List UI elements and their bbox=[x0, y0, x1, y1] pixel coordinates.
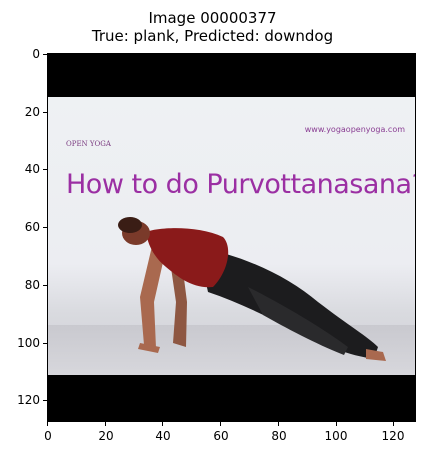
x-tick-20 bbox=[105, 422, 106, 426]
y-tick-label: 0 bbox=[32, 47, 40, 61]
x-tick-60 bbox=[220, 422, 221, 426]
y-tick-label: 40 bbox=[24, 162, 40, 176]
figure-subtitle: True: plank, Predicted: downdog bbox=[91, 27, 334, 45]
x-tick-label: 40 bbox=[155, 429, 171, 443]
y-tick-80 bbox=[43, 285, 47, 286]
image-axes: OPEN YOGA www.yogaopenyoga.com How to do… bbox=[47, 53, 416, 422]
x-tick-label: 60 bbox=[213, 429, 229, 443]
y-tick-60 bbox=[43, 227, 47, 228]
torso bbox=[146, 228, 229, 288]
y-tick-40 bbox=[43, 169, 47, 170]
x-tick-120 bbox=[393, 422, 394, 426]
website-url: www.yogaopenyoga.com bbox=[304, 125, 405, 134]
x-tick-40 bbox=[162, 422, 163, 426]
y-tick-label: 20 bbox=[24, 105, 40, 119]
yoga-logo: OPEN YOGA bbox=[66, 140, 111, 148]
x-tick-0 bbox=[47, 422, 48, 426]
left-arm bbox=[140, 242, 166, 348]
photo-area: OPEN YOGA www.yogaopenyoga.com How to do… bbox=[48, 97, 416, 375]
feet bbox=[366, 349, 386, 361]
person-figure bbox=[118, 217, 386, 361]
image-frame: OPEN YOGA www.yogaopenyoga.com How to do… bbox=[48, 54, 416, 421]
x-tick-label: 0 bbox=[44, 429, 52, 443]
figure-title: Image 00000377 bbox=[148, 9, 277, 27]
y-tick-label: 120 bbox=[17, 393, 40, 407]
y-tick-label: 100 bbox=[17, 336, 40, 350]
y-tick-120 bbox=[43, 400, 47, 401]
y-tick-100 bbox=[43, 343, 47, 344]
y-tick-20 bbox=[43, 112, 47, 113]
x-tick-label: 100 bbox=[324, 429, 348, 443]
x-tick-80 bbox=[278, 422, 279, 426]
hands bbox=[138, 343, 160, 353]
x-tick-label: 20 bbox=[98, 429, 114, 443]
y-tick-0 bbox=[43, 54, 47, 55]
x-tick-label: 120 bbox=[381, 429, 405, 443]
y-tick-label: 80 bbox=[24, 278, 40, 292]
far-leg bbox=[248, 287, 348, 355]
headline: How to do Purvottanasana? bbox=[66, 169, 416, 200]
legs bbox=[198, 247, 378, 359]
hair bbox=[118, 217, 142, 233]
x-tick-100 bbox=[336, 422, 337, 426]
y-tick-label: 60 bbox=[24, 220, 40, 234]
x-tick-label: 80 bbox=[271, 429, 287, 443]
